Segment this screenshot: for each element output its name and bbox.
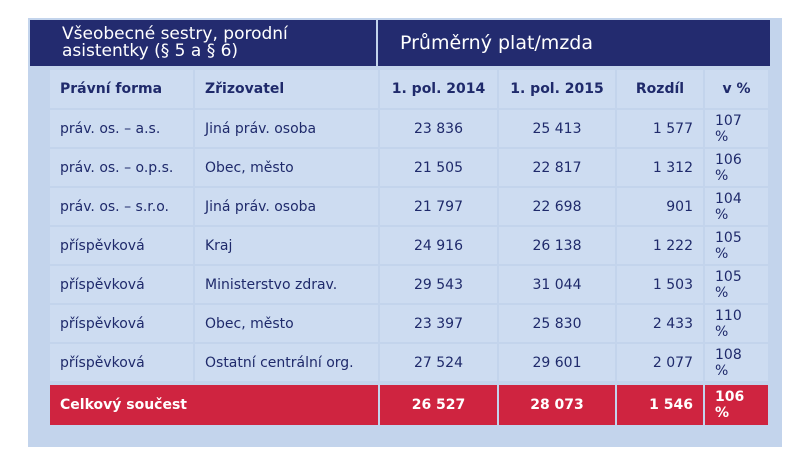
table-cell: 21 797 bbox=[380, 188, 497, 225]
table-cell: 21 505 bbox=[380, 149, 497, 186]
table-cell: práv. os. – o.p.s. bbox=[50, 149, 193, 186]
table-cell: 25 830 bbox=[499, 305, 615, 342]
table-cell: práv. os. – a.s. bbox=[50, 110, 193, 147]
table-cell: Ostatní centrální org. bbox=[195, 344, 378, 381]
column-header: 1. pol. 2014 bbox=[380, 70, 497, 108]
table-cell: 106 % bbox=[705, 149, 768, 186]
table-cell: 1 312 bbox=[617, 149, 703, 186]
table-cell: 901 bbox=[617, 188, 703, 225]
column-header: Zřizovatel bbox=[195, 70, 378, 108]
table-cell: 22 698 bbox=[499, 188, 615, 225]
table-cell: 29 543 bbox=[380, 266, 497, 303]
table-cell: příspěvková bbox=[50, 227, 193, 264]
table-cell: příspěvková bbox=[50, 266, 193, 303]
table-cell: Obec, město bbox=[195, 305, 378, 342]
table-cell: 105 % bbox=[705, 266, 768, 303]
table-title: Všeobecné sestry, porodní asistentky (§ … bbox=[30, 20, 376, 66]
table-cell: 26 138 bbox=[499, 227, 615, 264]
table-cell: 29 601 bbox=[499, 344, 615, 381]
column-header: Právní forma bbox=[50, 70, 193, 108]
table-cell: 110 % bbox=[705, 305, 768, 342]
table-cell: Ministerstvo zdrav. bbox=[195, 266, 378, 303]
table-cell: Jiná práv. osoba bbox=[195, 110, 378, 147]
table-cell: Kraj bbox=[195, 227, 378, 264]
title-text: Všeobecné sestry, porodní asistentky (§ … bbox=[62, 24, 288, 61]
column-header: Rozdíl bbox=[617, 70, 703, 108]
table-cell: příspěvková bbox=[50, 344, 193, 381]
table-cell: práv. os. – s.r.o. bbox=[50, 188, 193, 225]
table-cell: 1 503 bbox=[617, 266, 703, 303]
table-cell: 1 222 bbox=[617, 227, 703, 264]
column-header: 1. pol. 2015 bbox=[499, 70, 615, 108]
column-header: v % bbox=[705, 70, 768, 108]
table-cell: 1 577 bbox=[617, 110, 703, 147]
table-cell: 104 % bbox=[705, 188, 768, 225]
table-cell: 2 433 bbox=[617, 305, 703, 342]
table-cell: příspěvková bbox=[50, 305, 193, 342]
total-cell: 26 527 bbox=[380, 385, 497, 425]
table-cell: 25 413 bbox=[499, 110, 615, 147]
table-cell: 2 077 bbox=[617, 344, 703, 381]
table-cell: 22 817 bbox=[499, 149, 615, 186]
table-cell: 108 % bbox=[705, 344, 768, 381]
total-cell: 106 % bbox=[705, 385, 768, 425]
table-cell: 23 397 bbox=[380, 305, 497, 342]
table-cell: 107 % bbox=[705, 110, 768, 147]
table-cell: 24 916 bbox=[380, 227, 497, 264]
table-cell: 31 044 bbox=[499, 266, 615, 303]
total-cell: Celkový součest bbox=[50, 385, 378, 425]
table-cell: 23 836 bbox=[380, 110, 497, 147]
table-cell: Jiná práv. osoba bbox=[195, 188, 378, 225]
total-cell: 1 546 bbox=[617, 385, 703, 425]
table-subtitle: Průměrný plat/mzda bbox=[378, 20, 770, 66]
total-cell: 28 073 bbox=[499, 385, 615, 425]
table-cell: 27 524 bbox=[380, 344, 497, 381]
table-cell: 105 % bbox=[705, 227, 768, 264]
table-cell: Obec, město bbox=[195, 149, 378, 186]
